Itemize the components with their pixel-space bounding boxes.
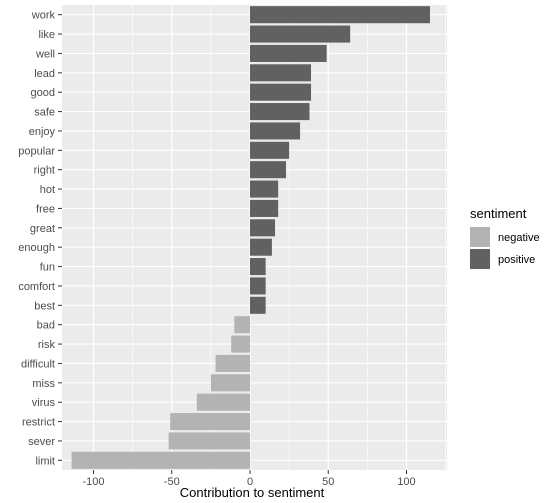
bar-lead [250, 64, 312, 82]
bar-fun [250, 258, 266, 276]
x-axis-title: Contribution to sentiment [180, 485, 325, 500]
y-tick-label-work: work [31, 10, 56, 22]
y-tick-label-right: right [34, 165, 55, 177]
bar-comfort [250, 277, 266, 295]
bar-limit [71, 451, 250, 469]
bar-popular [250, 141, 290, 159]
legend-label-positive: positive [498, 254, 535, 266]
bar-great [250, 219, 276, 237]
legend-key-positive [470, 249, 490, 269]
y-tick-label-free: free [36, 203, 55, 215]
y-tick-label-sever: sever [28, 436, 55, 448]
bar-enough [250, 238, 272, 256]
y-tick-label-great: great [30, 223, 55, 235]
y-tick-label-good: good [31, 87, 55, 99]
bar-risk [231, 335, 250, 353]
y-tick-label-restrict: restrict [22, 417, 55, 429]
bar-hot [250, 180, 279, 198]
bar-restrict [170, 413, 250, 431]
y-tick-label-safe: safe [34, 107, 55, 119]
bar-right [250, 161, 286, 179]
y-tick-label-comfort: comfort [18, 281, 55, 293]
x-tick-label: 100 [397, 476, 415, 488]
x-tick-label: 50 [322, 476, 334, 488]
bar-safe [250, 103, 310, 121]
bar-work [250, 6, 430, 24]
y-tick-label-popular: popular [18, 145, 55, 157]
y-tick-label-miss: miss [32, 378, 55, 390]
x-tick-label: -50 [164, 476, 180, 488]
y-tick-label-well: well [35, 48, 55, 60]
y-tick-label-best: best [34, 300, 55, 312]
bars [71, 6, 430, 469]
bar-difficult [215, 354, 250, 372]
y-tick-label-lead: lead [34, 68, 55, 80]
y-tick-label-limit: limit [35, 455, 55, 467]
legend: sentiment negative positive [470, 206, 540, 269]
bar-best [250, 296, 266, 314]
y-tick-label-bad: bad [37, 320, 55, 332]
x-tick-label: 0 [247, 476, 253, 488]
bar-bad [234, 316, 250, 334]
y-tick-label-virus: virus [32, 397, 56, 409]
y-tick-label-enough: enough [18, 242, 55, 254]
bar-virus [196, 393, 250, 411]
legend-title: sentiment [470, 206, 527, 221]
plot-panel [62, 5, 447, 470]
x-tick-label: -100 [82, 476, 104, 488]
y-tick-label-risk: risk [38, 339, 56, 351]
y-tick-label-like: like [38, 29, 55, 41]
legend-label-negative: negative [498, 232, 540, 244]
bar-free [250, 199, 279, 217]
bar-well [250, 44, 327, 62]
bar-sever [168, 432, 250, 450]
x-tick-labels: -100 -50 0 50 100 [82, 470, 416, 488]
y-tick-label-hot: hot [40, 184, 55, 196]
y-tick-labels: work like well lead good safe enjoy popular righ… [18, 10, 62, 467]
bar-miss [210, 374, 250, 392]
y-tick-label-difficult: difficult [21, 358, 55, 370]
bar-good [250, 83, 312, 101]
bar-enjoy [250, 122, 301, 140]
y-tick-label-enjoy: enjoy [29, 126, 56, 138]
bar-like [250, 25, 351, 43]
y-tick-label-fun: fun [40, 262, 55, 274]
legend-key-negative [470, 227, 490, 247]
